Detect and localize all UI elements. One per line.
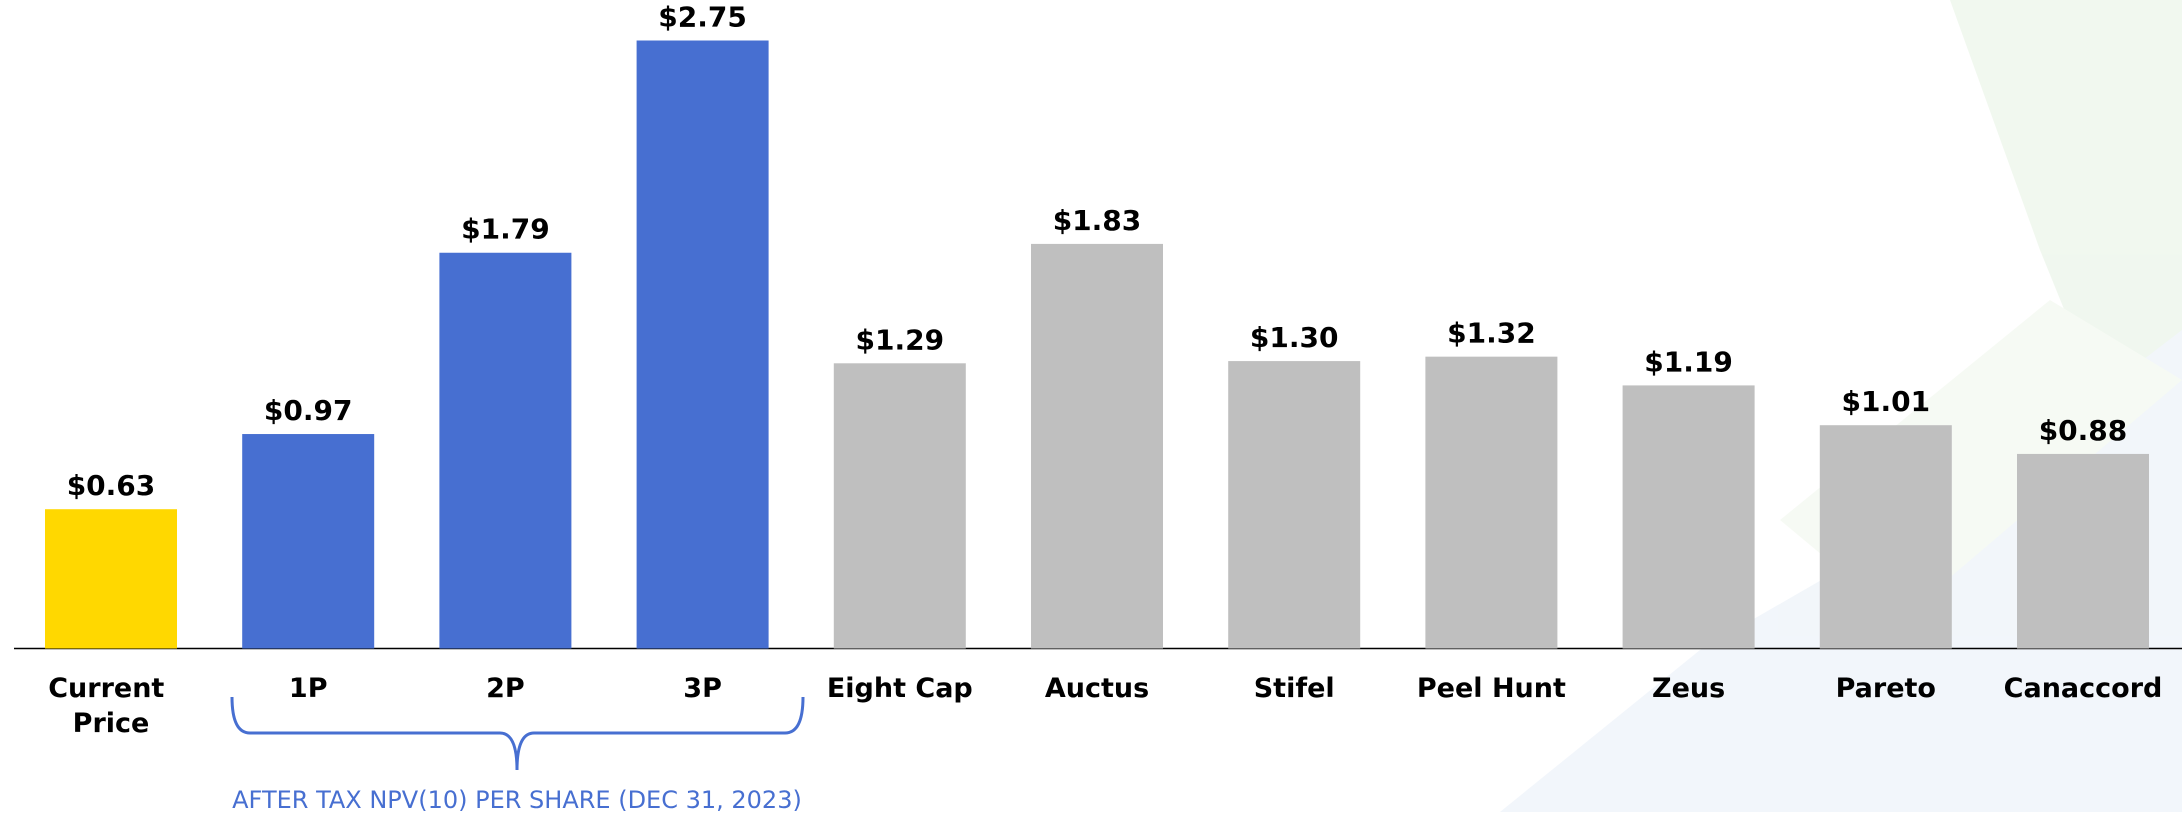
x-tick-label: 2P — [486, 673, 525, 704]
x-tick-label: 1P — [289, 673, 328, 704]
x-tick-label: Peel Hunt — [1417, 673, 1566, 704]
value-label: $1.29 — [856, 323, 945, 356]
value-label: $1.32 — [1447, 317, 1536, 350]
bar — [439, 253, 571, 649]
value-label: $0.97 — [264, 394, 353, 427]
value-label: $1.79 — [461, 213, 550, 246]
value-label: $1.01 — [1842, 385, 1931, 418]
page: AFTER TAX NPV(10) PER SHARE (DEC 31, 202… — [0, 0, 2182, 812]
annotation-brace — [232, 697, 803, 770]
bar — [2017, 454, 2149, 649]
value-label: $0.88 — [2039, 414, 2128, 447]
x-tick-label: 3P — [683, 673, 722, 704]
x-tick-label: Zeus — [1652, 673, 1725, 704]
value-label: $1.30 — [1250, 321, 1339, 354]
bar — [45, 509, 177, 648]
bar — [1623, 385, 1755, 648]
value-label: $1.83 — [1053, 204, 1142, 237]
value-label: $1.19 — [1644, 345, 1733, 378]
bar — [1228, 361, 1360, 648]
x-tick-label: Canaccord — [2004, 673, 2163, 704]
bar — [834, 363, 966, 648]
bar — [1425, 357, 1557, 649]
x-tick-label: Stifel — [1254, 673, 1335, 704]
x-tick-label: Eight Cap — [827, 673, 973, 704]
value-label: $2.75 — [658, 1, 747, 34]
x-tick-label: Current Price — [48, 673, 174, 739]
value-label: $0.63 — [67, 469, 156, 502]
x-tick-label: Pareto — [1836, 673, 1936, 704]
bar — [1031, 244, 1163, 649]
bar — [242, 434, 374, 648]
x-tick-label: Auctus — [1045, 673, 1149, 704]
chart: AFTER TAX NPV(10) PER SHARE (DEC 31, 202… — [0, 0, 2182, 812]
annotation: AFTER TAX NPV(10) PER SHARE (DEC 31, 202… — [232, 786, 802, 812]
bar — [637, 41, 769, 649]
bar — [1820, 425, 1952, 648]
